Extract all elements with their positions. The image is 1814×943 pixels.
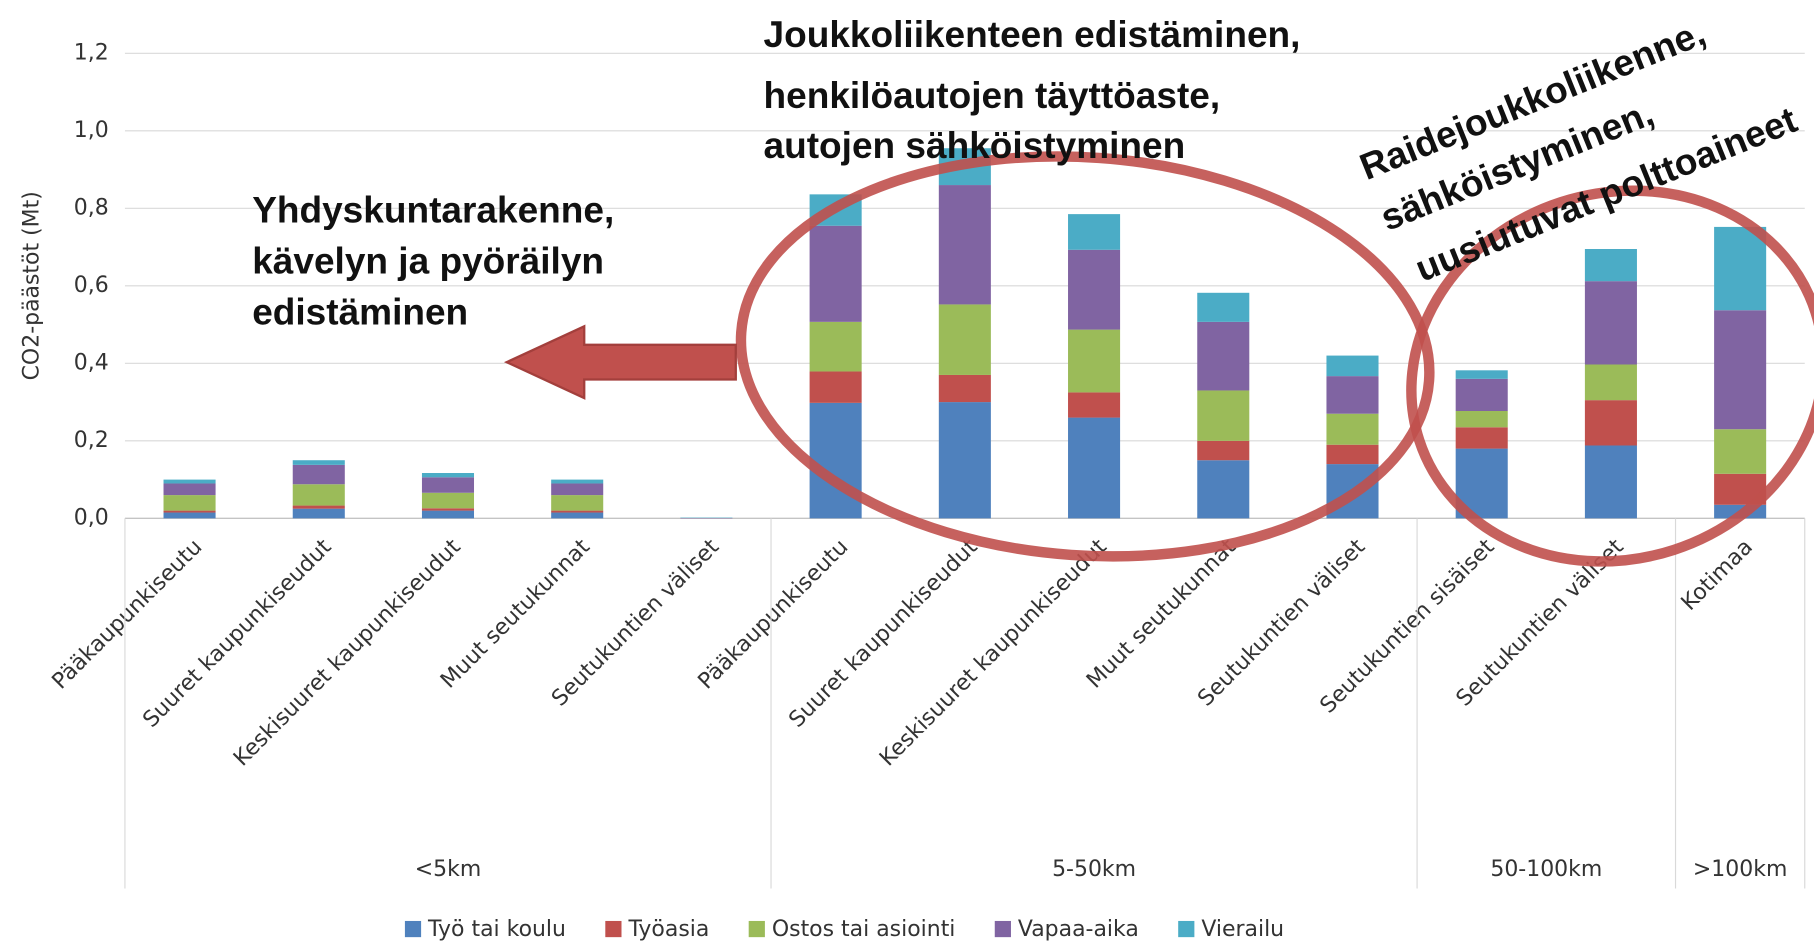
bar-segment — [551, 510, 604, 513]
bar-segment — [1714, 226, 1767, 311]
legend-swatch — [994, 920, 1011, 938]
bar-segment — [809, 371, 862, 403]
bar-segment — [1455, 378, 1508, 412]
legend-label: Vapaa-aika — [1018, 917, 1139, 942]
bar-segment — [1455, 411, 1508, 428]
y-tick-label: 0,0 — [74, 505, 109, 530]
bar-segment — [551, 479, 604, 484]
bar-segment — [292, 505, 345, 509]
bar-segment — [1326, 413, 1379, 445]
bar-segment — [163, 495, 216, 511]
group-label: 50-100km — [1490, 857, 1602, 882]
annotation: autojen sähköistyminen — [764, 124, 1186, 166]
bar-segment — [1326, 355, 1379, 377]
bar-segment — [1068, 392, 1121, 418]
bar-segment — [551, 495, 604, 511]
bar-segment — [1197, 390, 1250, 441]
bar-segment — [1714, 429, 1767, 474]
x-tick-label: Keskisuuret kaupunkiseudut — [875, 534, 1112, 771]
bar-segment — [292, 508, 345, 519]
y-tick-label: 0,2 — [74, 428, 109, 453]
bar-segment — [1068, 329, 1121, 393]
bar-segment — [1455, 370, 1508, 379]
y-axis-label: CO2-päästöt (Mt) — [19, 191, 44, 380]
group-label: 5-50km — [1052, 857, 1136, 882]
bar-segment — [421, 473, 475, 478]
bar-segment — [1584, 281, 1637, 365]
bar-segment — [1197, 440, 1250, 461]
bar-segment — [1584, 400, 1637, 446]
bar-segment — [163, 510, 216, 513]
bar-segment — [1068, 417, 1121, 519]
annotation: Yhdyskuntarakenne, — [252, 189, 614, 231]
bar-segment — [938, 402, 991, 519]
bar-segment — [1714, 310, 1767, 430]
group-label: >100km — [1693, 857, 1787, 882]
y-tick-label: 0,6 — [74, 273, 109, 298]
annotation: henkilöautojen täyttöaste, — [764, 74, 1221, 116]
bar-segment — [551, 483, 604, 496]
bar-segment — [1197, 460, 1250, 519]
legend-label: Ostos tai asiointi — [772, 917, 956, 942]
bar-segment — [1197, 321, 1250, 391]
legend-swatch — [1178, 920, 1195, 938]
bar-segment — [292, 464, 345, 485]
bar-segment — [292, 460, 345, 465]
legend-swatch — [404, 920, 422, 938]
bar-segment — [938, 304, 991, 375]
legend-label: Työ tai koulu — [427, 917, 566, 942]
bar-segment — [1326, 376, 1379, 414]
highlight-ellipse — [1406, 185, 1814, 567]
bar-segment — [809, 402, 862, 519]
annotation: edistäminen — [252, 291, 468, 333]
bar-segment — [421, 492, 475, 509]
bar-segment — [292, 484, 345, 506]
bar-segment — [1584, 249, 1637, 282]
highlight-ellipse — [735, 151, 1435, 562]
bar-segment — [1068, 249, 1121, 330]
arrow — [503, 324, 737, 400]
annotation: kävelyn ja pyöräilyn — [252, 240, 604, 282]
legend-label: Työasia — [627, 917, 709, 942]
bar-segment — [163, 512, 216, 519]
bar-segment — [1584, 445, 1637, 519]
y-tick-label: 1,0 — [74, 118, 109, 143]
bar-segment — [938, 374, 991, 403]
bar-segment — [551, 512, 604, 519]
bar-segment — [1455, 427, 1508, 449]
x-tick-label: Keskisuuret kaupunkiseudut — [229, 534, 466, 771]
y-tick-label: 1,2 — [74, 40, 109, 65]
bar-segment — [163, 483, 216, 496]
decoration — [503, 151, 1814, 567]
bar-segment — [1197, 292, 1250, 322]
bar-segment — [1584, 364, 1637, 401]
annotation: Joukkoliikenteen edistäminen, — [764, 13, 1301, 55]
legend-label: Vierailu — [1201, 917, 1284, 942]
legend-swatch — [748, 920, 765, 938]
y-tick-label: 0,8 — [74, 195, 109, 220]
bar-segment — [809, 225, 862, 322]
bar-segment — [1068, 214, 1121, 250]
bar-segment — [421, 508, 475, 511]
y-tick-label: 0,4 — [74, 350, 109, 375]
bar-segment — [421, 510, 475, 519]
group-label: <5km — [415, 857, 482, 882]
bar-segment — [938, 185, 991, 305]
bar-segment — [1326, 444, 1379, 465]
bar-segment — [163, 479, 216, 484]
bar-segment — [809, 321, 862, 372]
legend-swatch — [605, 920, 622, 938]
bar-segment — [421, 477, 475, 493]
